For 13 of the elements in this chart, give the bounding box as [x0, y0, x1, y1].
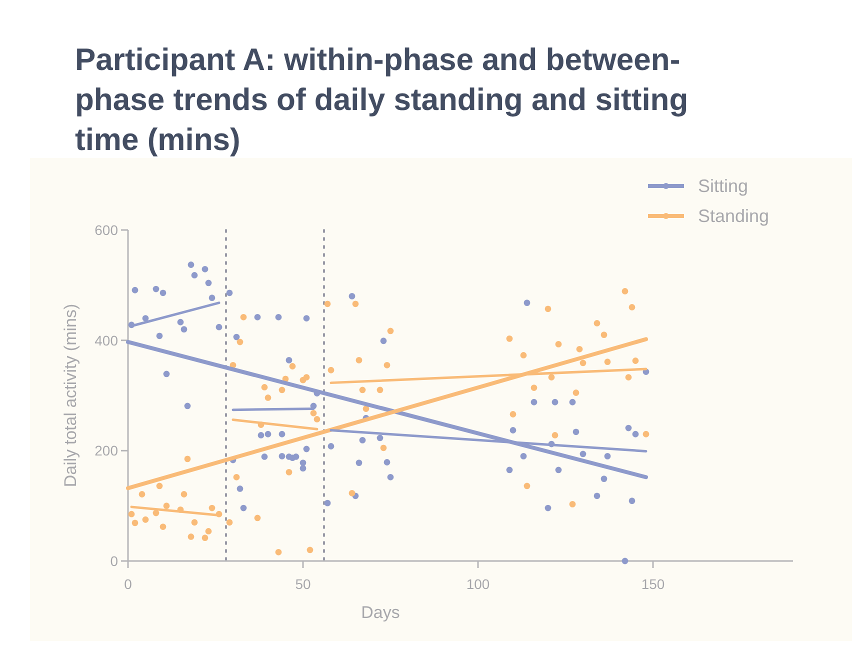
y-tick-label: 600: [94, 222, 118, 238]
x-tick-label: 100: [466, 576, 490, 592]
x-tick-label: 150: [641, 576, 665, 592]
y-axis-title: Daily total activity (mins): [61, 304, 80, 488]
chart-title: Participant A: within-phase and between-phase trends of daily standing and sitting time (mins): [75, 42, 688, 157]
legend-label: Standing: [698, 206, 770, 226]
x-axis-title: Days: [361, 603, 400, 622]
y-tick-label: 400: [94, 332, 118, 348]
x-tick-label: 0: [124, 576, 132, 592]
x-tick-label: 50: [295, 576, 311, 592]
legend-label: Sitting: [698, 176, 748, 196]
y-tick-label: 0: [110, 553, 118, 569]
y-tick-label: 200: [94, 442, 118, 459]
